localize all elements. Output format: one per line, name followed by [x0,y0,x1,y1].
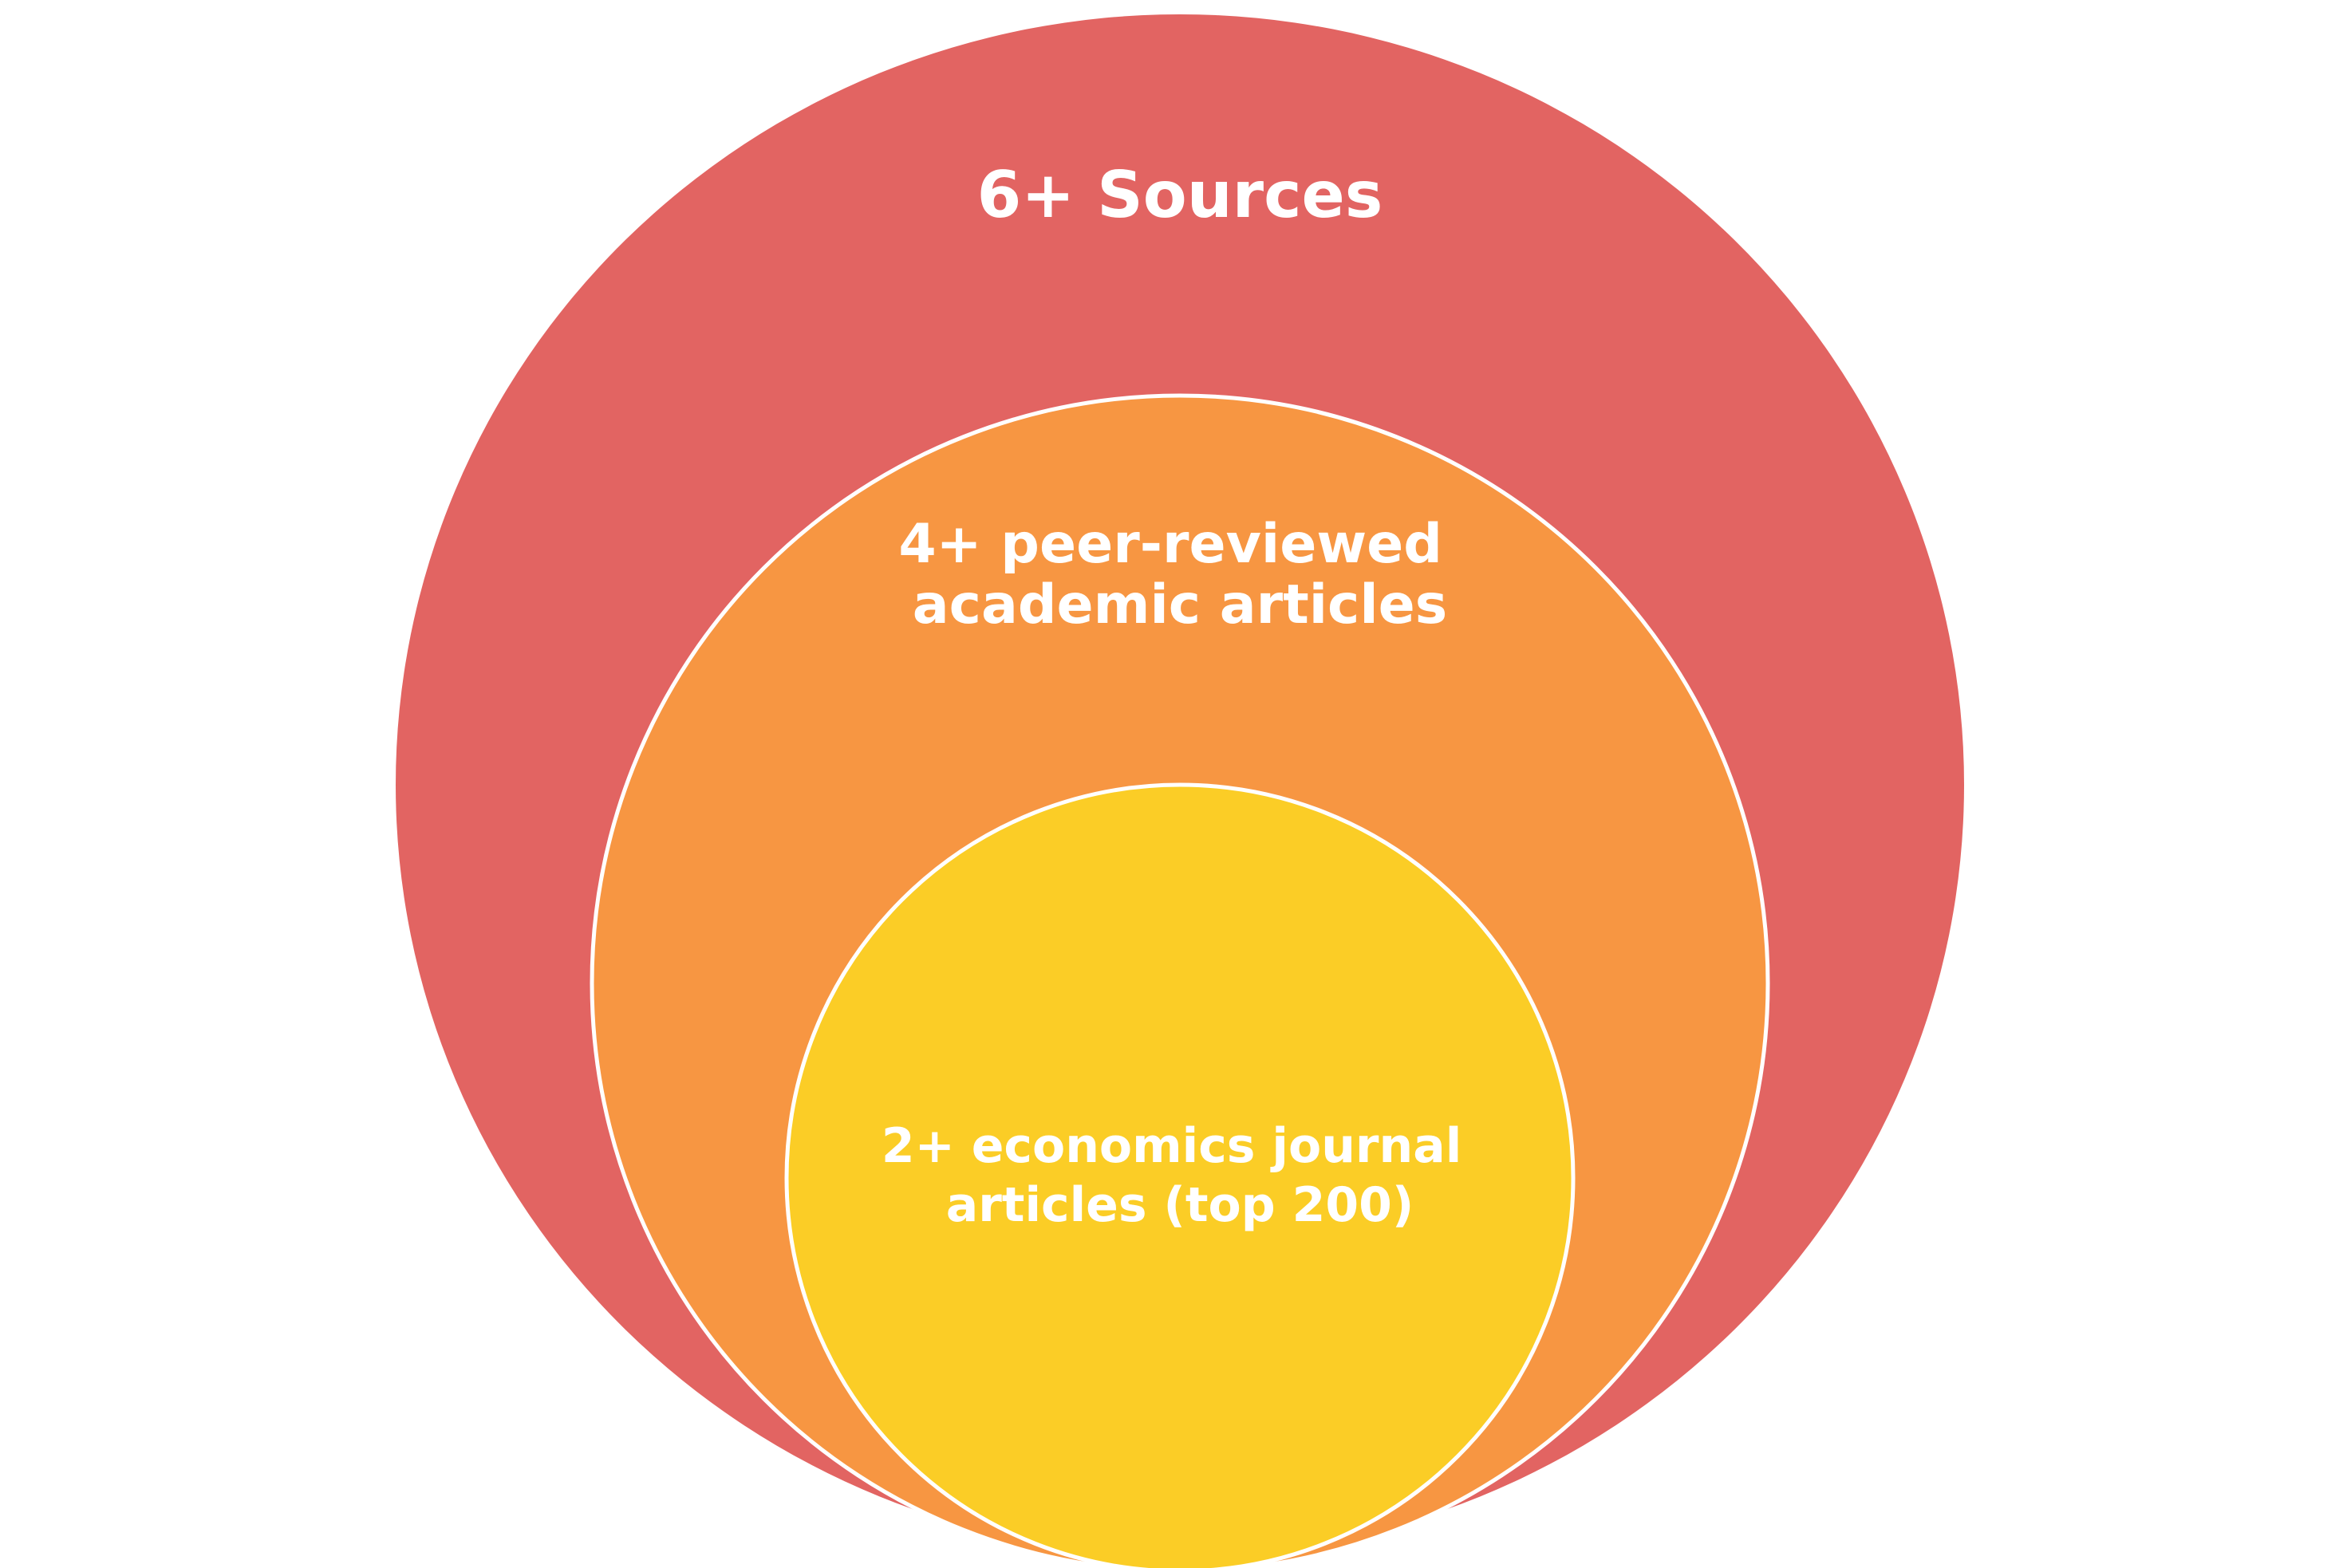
inner-circle-label: 2+ economics journal articles (top 200) [882,1118,1478,1233]
inner-circle-label-line-2: articles (top 200) [946,1177,1414,1233]
outer-circle-label: 6+ Sources [977,158,1383,232]
inner-circle [784,782,1576,1568]
outer-circle-label-line-1: 6+ Sources [977,158,1383,232]
middle-circle-label-line-1: 4+ peer-reviewed [898,513,1442,576]
middle-circle-label-line-2: academic articles [913,573,1447,636]
middle-circle-label: 4+ peer-reviewed academic articles [898,513,1461,636]
inner-circle-label-line-1: 2+ economics journal [882,1118,1461,1174]
